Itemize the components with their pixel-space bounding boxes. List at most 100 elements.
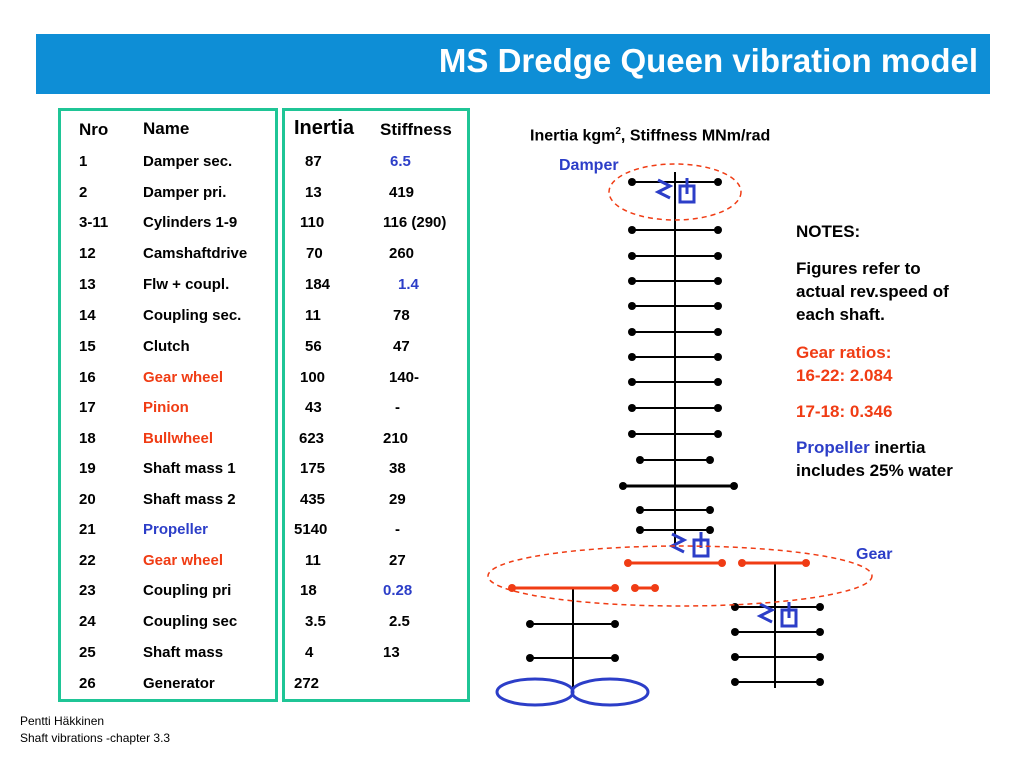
row-stiffness: 1.4 bbox=[398, 276, 419, 293]
mass-shaft-a-left-dot bbox=[636, 456, 644, 464]
mass-generator-shaft-left-dot bbox=[731, 678, 739, 686]
row-stiffness: 29 bbox=[389, 491, 406, 508]
row-stiffness: 2.5 bbox=[389, 613, 410, 630]
row-inertia: 70 bbox=[306, 245, 323, 262]
table-box-right bbox=[282, 108, 470, 702]
mass-generator-shaft-right-dot bbox=[816, 678, 824, 686]
row-inertia: 11 bbox=[305, 307, 321, 324]
row-name: Coupling sec. bbox=[143, 307, 242, 324]
mass-pinion-left-dot bbox=[631, 584, 639, 592]
propeller-note: Propeller inertia includes 25% water bbox=[796, 436, 966, 482]
row-stiffness: 6.5 bbox=[390, 153, 411, 170]
row-stiffness: 38 bbox=[389, 460, 406, 477]
units-label: Inertia kgm2, Stiffness MNm/rad bbox=[530, 120, 770, 147]
mass-cylinder-right-dot bbox=[714, 328, 722, 336]
units-sup: 2 bbox=[615, 126, 621, 137]
mass-cylinder-left-dot bbox=[628, 378, 636, 386]
row-name: Cylinders 1-9 bbox=[143, 214, 238, 231]
row-nro: 25 bbox=[79, 644, 96, 661]
row-nro: 20 bbox=[79, 491, 96, 508]
row-inertia: 87 bbox=[305, 153, 322, 170]
mass-cylinder-left-dot bbox=[628, 328, 636, 336]
mass-generator-shaft-left-dot bbox=[731, 653, 739, 661]
row-nro: 3-11 bbox=[79, 214, 109, 231]
damper-element-spring bbox=[654, 178, 674, 200]
row-stiffness: - bbox=[395, 521, 400, 538]
row-name: Camshaftdrive bbox=[143, 245, 248, 262]
mass-cylinder-right-dot bbox=[714, 404, 722, 412]
row-nro: 24 bbox=[79, 613, 96, 630]
row-stiffness: 210 bbox=[383, 430, 409, 447]
row-stiffness: 260 bbox=[389, 245, 415, 262]
row-name: Clutch bbox=[143, 338, 190, 355]
row-inertia: 56 bbox=[305, 338, 322, 355]
propeller-word: Propeller bbox=[796, 438, 870, 457]
row-name: Gear wheel bbox=[143, 369, 224, 386]
row-nro: 26 bbox=[79, 675, 96, 692]
row-nro: 14 bbox=[79, 307, 96, 324]
generator-coupling-element-spring bbox=[756, 602, 776, 624]
row-inertia: 13 bbox=[305, 184, 322, 201]
row-inertia: 100 bbox=[300, 369, 326, 386]
row-name: Generator bbox=[143, 675, 215, 692]
propeller-blade-left bbox=[495, 677, 575, 707]
mass-bullwheel-right-dot bbox=[611, 584, 619, 592]
mass-cylinder-right-dot bbox=[714, 302, 722, 310]
row-name: Pinion bbox=[143, 399, 189, 416]
row-stiffness: 140- bbox=[389, 369, 420, 386]
row-inertia: 43 bbox=[305, 399, 322, 416]
row-nro: 1 bbox=[79, 153, 88, 170]
row-inertia: 11 bbox=[305, 552, 321, 569]
mass-flywheel-right-dot bbox=[730, 482, 738, 490]
row-inertia: 18 bbox=[300, 582, 317, 599]
damper-label: Damper bbox=[559, 157, 619, 174]
mass-cylinder-right-dot bbox=[714, 277, 722, 285]
row-inertia: 110 bbox=[300, 214, 325, 231]
mass-generator-shaft-right-dot bbox=[816, 628, 824, 636]
row-inertia: 272 bbox=[294, 675, 320, 692]
row-nro: 21 bbox=[79, 521, 96, 538]
mass-cylinder-right-dot bbox=[714, 252, 722, 260]
slide-title: MS Dredge Queen vibration model bbox=[438, 42, 978, 79]
mass-cylinder-left-dot bbox=[628, 353, 636, 361]
row-stiffness: 419 bbox=[389, 184, 415, 201]
mass-flywheel-left-dot bbox=[619, 482, 627, 490]
inertia-header: Inertia bbox=[294, 117, 355, 139]
mass-generator-shaft-right-dot bbox=[816, 603, 824, 611]
row-nro: 15 bbox=[79, 338, 96, 355]
mass-cylinder-right-dot bbox=[714, 378, 722, 386]
row-nro: 12 bbox=[79, 245, 96, 262]
units-suffix: , Stiffness MNm/rad bbox=[620, 127, 771, 145]
mass-damper-right-dot bbox=[714, 178, 722, 186]
gear-wheel-22-left-dot bbox=[738, 559, 746, 567]
mass-cylinder-left-dot bbox=[628, 302, 636, 310]
row-stiffness: 0.28 bbox=[383, 582, 413, 599]
notes-line1: Figures refer to actual rev.speed of eac… bbox=[796, 259, 949, 324]
row-nro: 18 bbox=[79, 430, 96, 447]
row-inertia: 435 bbox=[300, 491, 326, 508]
row-inertia: 5140 bbox=[294, 521, 328, 538]
row-nro: 19 bbox=[79, 460, 96, 477]
row-inertia: 623 bbox=[299, 430, 325, 447]
row-name: Shaft mass 2 bbox=[143, 491, 236, 508]
row-stiffness: 27 bbox=[389, 552, 406, 569]
mass-shaft-a-right-dot bbox=[706, 456, 714, 464]
stiffness-header: Stiffness bbox=[380, 120, 452, 139]
mass-cylinder-right-dot bbox=[714, 353, 722, 361]
row-name: Damper sec. bbox=[143, 153, 233, 170]
row-nro: 22 bbox=[79, 552, 96, 569]
row-nro: 17 bbox=[79, 399, 96, 416]
row-stiffness: 13 bbox=[383, 644, 400, 661]
mass-cylinder-right-dot bbox=[714, 430, 722, 438]
row-nro: 23 bbox=[79, 582, 96, 599]
row-stiffness: 78 bbox=[393, 307, 410, 324]
mass-shaft-b-right-dot bbox=[706, 506, 714, 514]
row-nro: 13 bbox=[79, 276, 96, 293]
footer-course: Shaft vibrations -chapter 3.3 bbox=[20, 731, 171, 745]
row-name: Gear wheel bbox=[143, 552, 224, 569]
mass-propeller-shaft-left-dot bbox=[526, 654, 534, 662]
mass-shaft-b-left-dot bbox=[636, 506, 644, 514]
row-stiffness: 116 (290) bbox=[383, 214, 447, 231]
row-name: Shaft mass bbox=[143, 644, 224, 661]
row-name: Damper pri. bbox=[143, 184, 227, 201]
